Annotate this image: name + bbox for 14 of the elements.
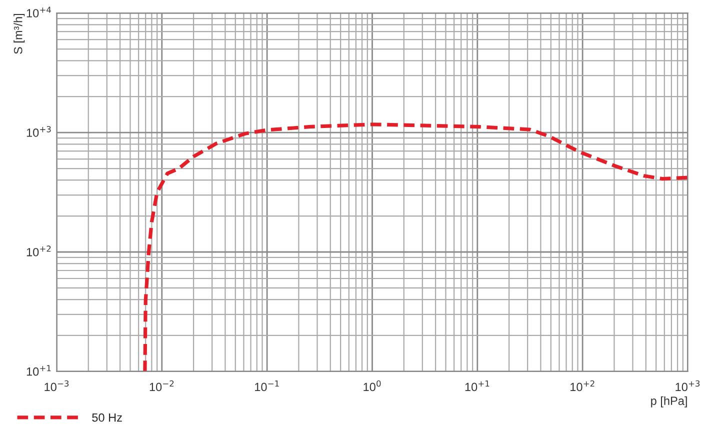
text: 50 Hz [92, 413, 122, 422]
y-axis-title: S [m³/h] [14, 14, 25, 54]
x-tick-label: 10$^{+3}$ [676, 380, 700, 392]
x-tick-label: 10$^{−1}$ [255, 380, 279, 392]
y-tick-label: 10$^{+4}$ [26, 6, 51, 18]
x-axis-title: p [hPa] [651, 396, 687, 408]
x-tick-label: 10$^{−3}$ [44, 380, 69, 392]
x-tick-label: 10$^{0}$ [364, 380, 381, 392]
x-tick-label: 10$^{+2}$ [570, 380, 594, 392]
y-tick-label: 10$^{+1}$ [26, 365, 51, 376]
x-tick-label: 10$^{+1}$ [465, 380, 490, 392]
y-tick-label: 10$^{+2}$ [26, 246, 51, 256]
x-tick-label: 10$^{−2}$ [150, 380, 174, 392]
y-tick-label: 10$^{+3}$ [26, 126, 51, 137]
